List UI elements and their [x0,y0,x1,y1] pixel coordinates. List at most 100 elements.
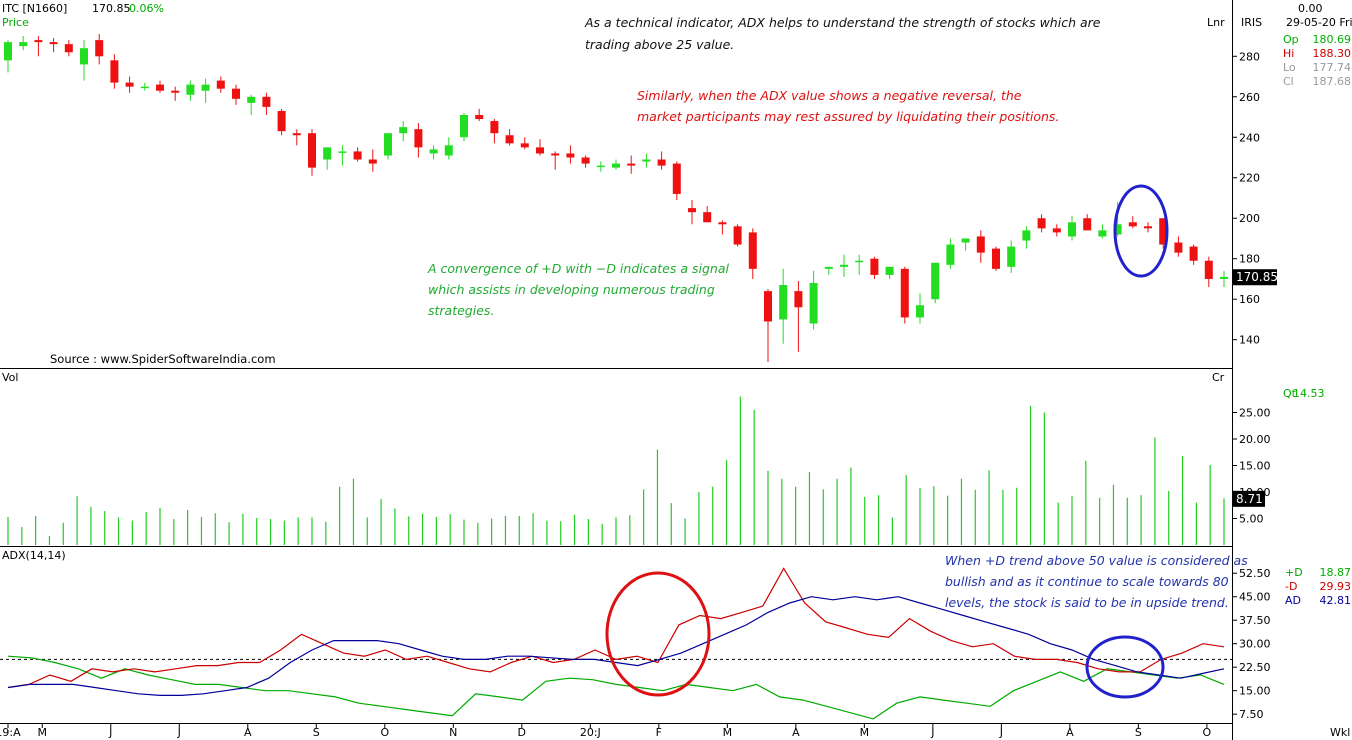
candle [247,94,256,115]
candle-body [34,40,43,43]
price-tick-label: 140 [1239,334,1260,347]
adx-tick-label: 52.50 [1239,567,1271,580]
annotation-adx-strength-line: trading above 25 value. [585,37,734,52]
candle [1189,244,1198,265]
candle [703,206,712,223]
adx-legend-label: -D [1285,580,1297,593]
candle [1052,224,1061,237]
candle [1037,214,1046,233]
candle-body [1098,230,1107,237]
annotation-adx-strength-line: As a technical indicator, ADX helps to u… [584,15,1101,30]
adx-legend-value: 42.81 [1320,594,1352,607]
candle [338,145,347,166]
annotation-convergence-line: A convergence of +D with −D indicates a … [427,261,729,276]
candle [885,266,894,279]
candle-body [171,90,180,93]
x-tick-label: F [656,726,662,739]
candle [1068,216,1076,241]
highlight-circle-crossover [1085,635,1165,699]
candle-body [931,262,940,300]
volume-tick-label: 20.00 [1239,433,1271,446]
candle-body [961,238,970,243]
candle-body [490,121,499,134]
annotation-convergence: A convergence of +D with −D indicates a … [427,261,729,318]
candle [946,238,955,269]
price-tick-label: 180 [1239,253,1260,266]
candle-body [703,212,712,223]
candle [201,78,210,103]
candle [140,82,149,91]
ohlc-lo-value: 177.74 [1313,61,1352,74]
candle-body [596,165,605,168]
candle-body [992,248,1000,269]
current-volume-label: 8.71 [1236,492,1263,506]
candle-body [840,264,848,267]
candle-body [399,127,408,134]
candle [657,151,666,170]
candle [353,147,362,162]
adx-panel: 7.50 15.00 22.50 30.00 37.50 45.00 52.50 [0,567,1271,721]
candle [1098,224,1107,239]
candle [566,145,575,164]
candle [384,133,392,160]
candle [536,139,544,156]
candle [855,254,864,275]
candle [156,80,164,93]
candle-body [414,129,423,148]
qt-value: 14.53 [1293,387,1325,400]
x-tick-label: A [792,726,800,739]
x-tick-label: D [518,726,526,739]
x-tick-label: M [38,726,48,739]
candle-body [1144,226,1152,229]
candle [414,123,423,158]
candle-body [277,110,286,132]
candle [824,266,833,275]
x-tick-label: J [930,726,934,739]
candle [961,238,970,251]
price-tick-label: 200 [1239,212,1260,225]
candle-body [95,40,104,57]
change-percent: 0.06% [129,2,164,15]
candle-body [733,226,742,245]
adx-legend-value: 18.87 [1320,566,1352,579]
candle [186,80,195,101]
candle-body [64,44,73,53]
candle-body [612,163,620,168]
candle [748,228,757,279]
adx-series-d-line [7,567,1225,689]
candle [34,36,43,57]
candle-body [475,114,484,120]
candle-body [642,159,651,162]
candle-body [536,147,544,154]
candle-body [384,133,392,156]
x-tick-label: 19:A [0,726,21,739]
candle [779,268,788,344]
candle [19,36,28,51]
price-tick-label: 160 [1239,293,1260,306]
candle-body [688,208,696,213]
ohlc-op-label: Op [1283,33,1299,46]
candle [110,54,119,89]
candle [596,161,605,172]
candle [688,200,696,225]
candle [1204,256,1213,288]
candle [627,155,636,174]
adx-series-ad-line [7,596,1225,697]
candle [80,40,88,81]
candle-body [885,266,894,275]
adx-tick-label: 30.00 [1239,638,1271,651]
adx-tick-label: 15.00 [1239,685,1271,698]
adx-tick-label: 37.50 [1239,614,1271,627]
candle [809,270,818,330]
candle-body [505,135,514,144]
x-tick-label: A [244,726,252,739]
candle-body [627,163,636,166]
volume-tick-label: 15.00 [1239,460,1271,473]
date-readout: 29-05-20 Fri [1286,16,1352,29]
highlight-circle-reversal [1113,184,1169,278]
candle [1220,270,1228,288]
adx-panel-label: ADX(14,14) [2,549,66,562]
